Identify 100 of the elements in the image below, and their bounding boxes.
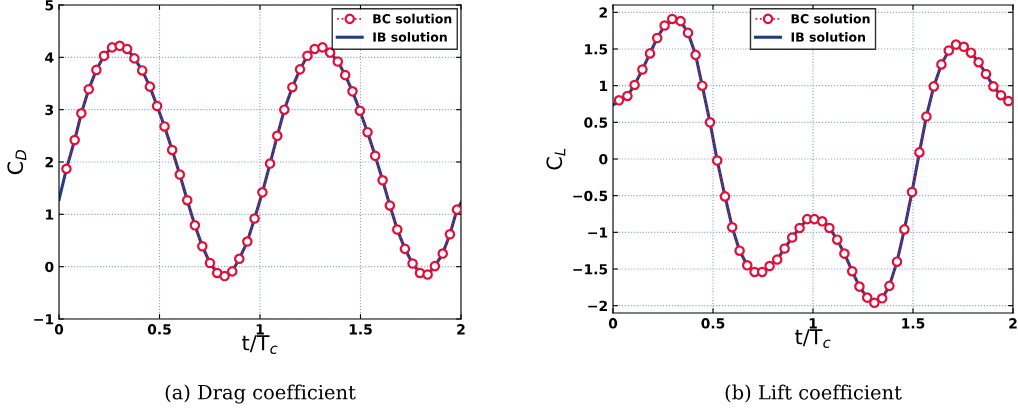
point <box>272 130 283 142</box>
point <box>98 50 110 62</box>
point <box>734 245 745 256</box>
x-tick-label: 2 <box>1009 318 1017 329</box>
point <box>257 187 268 198</box>
point <box>876 293 888 304</box>
point <box>279 104 290 115</box>
point <box>324 47 336 58</box>
point <box>958 41 970 53</box>
point <box>287 81 298 93</box>
point <box>294 64 306 75</box>
y-tick-label: 5 <box>45 0 54 11</box>
x-tick-label: 1 <box>256 324 264 335</box>
point <box>61 163 72 175</box>
point <box>988 81 999 92</box>
point <box>644 48 656 59</box>
point <box>302 50 313 62</box>
point <box>234 253 245 265</box>
x-tick-label: 1.5 <box>349 324 372 335</box>
point <box>831 234 843 245</box>
y-tick-label: 0 <box>599 153 608 165</box>
point <box>219 270 230 282</box>
point <box>129 53 140 64</box>
point <box>666 13 678 25</box>
legend-label: BC solution <box>791 13 870 24</box>
text: (b) Lift coefficient <box>725 384 902 403</box>
legend-label: IB solution <box>373 32 447 42</box>
y-tick-label: 1 <box>46 209 54 220</box>
point <box>369 150 381 161</box>
x-axis-title: t/T$_{c}$ <box>795 329 831 348</box>
point <box>711 155 723 166</box>
point <box>659 20 670 31</box>
y-tick-label: −1 <box>34 314 54 325</box>
point <box>451 204 461 215</box>
legend-label: IB solution <box>791 32 866 42</box>
y-tick-label: 3 <box>45 104 54 116</box>
point <box>675 15 686 27</box>
point <box>91 64 102 76</box>
point <box>197 240 208 252</box>
x-axis-title: t/T$_{c}$ <box>242 335 278 354</box>
point <box>637 64 648 75</box>
x-tick-label: 0 <box>54 324 64 335</box>
point <box>696 80 708 91</box>
point <box>399 243 411 255</box>
point <box>362 126 373 138</box>
point <box>629 79 640 91</box>
point <box>756 266 768 278</box>
point <box>921 111 932 122</box>
point <box>174 169 186 180</box>
point <box>690 49 701 61</box>
point <box>726 221 738 233</box>
point <box>189 220 201 231</box>
point <box>144 81 156 92</box>
point <box>166 144 178 156</box>
point <box>771 254 783 265</box>
point <box>869 297 880 309</box>
y-tick-label: −0.5 <box>573 190 608 202</box>
point <box>914 147 925 158</box>
point <box>384 200 396 211</box>
text: (a) Drag coefficient <box>165 384 356 404</box>
x-tick-label: 0 <box>608 318 618 329</box>
point <box>965 47 977 58</box>
point <box>884 280 895 292</box>
point <box>151 100 163 112</box>
point <box>973 56 984 68</box>
point <box>622 90 633 102</box>
point <box>846 265 858 277</box>
point <box>719 191 731 202</box>
y-tick-label: −1.5 <box>573 264 608 275</box>
y-axis-title: C$_{L}$ <box>546 148 566 170</box>
point <box>824 222 835 234</box>
y-tick-label: 2 <box>45 156 53 168</box>
point <box>249 213 260 224</box>
y-tick-label: −2 <box>588 300 607 311</box>
point <box>928 81 940 92</box>
point <box>377 175 388 186</box>
point <box>226 266 238 277</box>
x-tick-label: 0.5 <box>701 318 725 329</box>
point <box>422 269 433 280</box>
point <box>950 39 962 50</box>
point <box>899 224 910 235</box>
point <box>204 257 216 269</box>
point <box>83 83 95 95</box>
point <box>651 32 663 44</box>
point <box>429 260 441 272</box>
point <box>264 158 276 169</box>
point <box>76 108 87 119</box>
y-tick-label: 0.5 <box>584 117 608 128</box>
point <box>786 232 798 243</box>
point <box>69 134 80 146</box>
x-tick-label: 1 <box>809 318 817 329</box>
point <box>854 281 865 292</box>
y-tick-label: −1 <box>588 227 608 238</box>
y-tick-label: 4 <box>45 52 54 63</box>
point <box>839 248 850 259</box>
point <box>354 105 366 116</box>
point <box>437 248 448 259</box>
x-tick-label: 1.5 <box>902 318 925 329</box>
point <box>682 27 694 39</box>
point <box>936 59 947 70</box>
